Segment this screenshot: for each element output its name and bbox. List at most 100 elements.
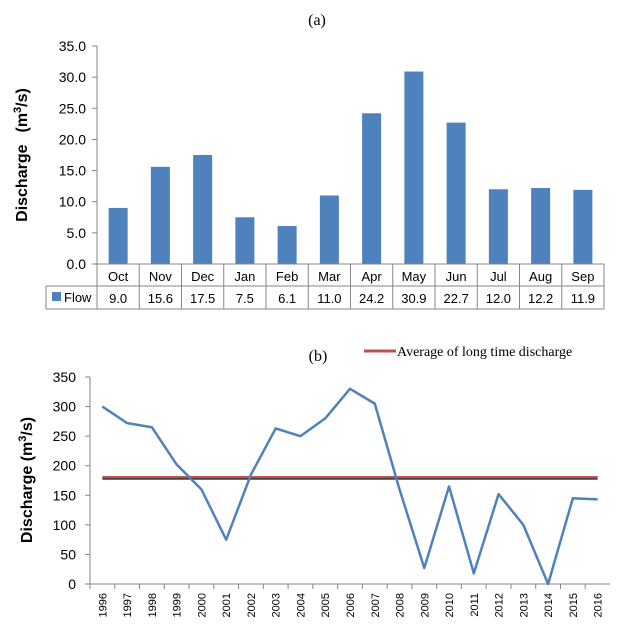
x-tick-label: 2014 [543,593,555,617]
y-axis-label-main: Discharge [14,144,31,221]
bar [404,71,424,264]
x-tick-label: 1998 [147,593,159,617]
x-tick-label: 2010 [444,593,456,617]
data-table-value: 9.0 [109,291,127,306]
data-table-value: 15.6 [148,291,173,306]
category-label: Dec [191,269,215,284]
x-tick-label: 2016 [593,593,605,617]
x-tick-label: 2005 [320,593,332,617]
x-tick-label: 2011 [469,593,481,617]
y-axis-label-tail: /s) [19,417,36,436]
y-tick-label: 5.0 [67,225,87,241]
category-label: Oct [108,269,129,284]
chart-b-y-ticks: 0 50 100 150 200 250 300 350 [53,369,90,592]
y-axis-label-tail: /s) [14,88,31,107]
x-tick-label: 2002 [246,593,258,617]
y-axis-label-superscript: 3 [17,436,29,442]
x-tick-label: 1997 [122,593,134,617]
x-tick-label: 2004 [295,593,307,617]
category-label: Nov [149,269,173,284]
y-tick-label: 0.0 [67,256,87,272]
x-tick-label: 2012 [494,593,506,617]
y-tick-label: 100 [53,517,77,533]
category-label: Apr [362,269,383,284]
y-tick-label: 30.0 [59,69,86,85]
y-tick-label: 50 [60,546,76,562]
category-label: Jun [446,269,467,284]
x-tick-label: 2007 [370,593,382,617]
y-tick-label: 150 [53,487,77,503]
x-tick-label: 2006 [345,593,357,617]
category-label: Aug [529,269,552,284]
chart-a-title: (a) [308,12,326,29]
chart-b-x-ticks: 1996 1997 1998 1999 2000 2001 2002 2003 2004 2005… [89,584,605,617]
data-table-value: 24.2 [359,291,384,306]
data-table-value: 30.9 [401,291,426,306]
y-tick-label: 15.0 [59,163,86,179]
chart-b-axes [89,377,610,585]
y-axis-label-unit: (m [14,113,31,133]
chart-a-y-ticks: 0.0 5.0 10.0 15.0 20.0 25.0 30.0 35.0 [59,38,97,272]
discharge-line [101,387,598,586]
data-table-value: 17.5 [190,291,215,306]
x-tick-label: 2013 [518,593,530,617]
category-label: Jan [234,269,255,284]
legend-swatch [52,292,61,301]
x-tick-label: 1999 [172,593,184,617]
yearly-discharge-chart: (b) Average of long time discharge Disch… [17,345,610,617]
x-tick-label: 2001 [221,593,233,617]
y-tick-label: 25.0 [59,100,86,116]
y-tick-label: 35.0 [59,38,86,54]
chart-b-title: (b) [309,348,328,365]
data-table-value: 11.0 [317,291,341,306]
x-tick-label: 2003 [271,593,283,617]
bar [193,155,213,264]
legend-label: Average of long time discharge [397,345,572,360]
chart-b-lines [101,387,598,586]
category-label: Feb [276,269,298,284]
y-axis-label: Discharge (m3/s) [12,88,31,222]
series-name: Flow [64,290,92,305]
y-tick-label: 20.0 [59,131,86,147]
chart-a-bars [108,71,593,265]
y-axis-label: Discharge (m3/s) [17,417,36,543]
data-table-value: 7.5 [236,291,254,306]
y-axis-label-superscript: 3 [12,107,24,113]
y-tick-label: 250 [53,428,77,444]
category-label: Sep [571,269,594,284]
chart-b-legend: Average of long time discharge [364,345,572,360]
bar [446,122,466,265]
data-table-value: 11.9 [571,291,595,306]
bar [488,189,508,264]
data-table-value: 22.7 [443,291,468,306]
bar [531,188,551,264]
chart-a-data-table: Oct Nov Dec Jan Feb Mar Apr May Jun Jul Aug Sep 9.0 1… [45,264,605,310]
x-tick-label: 1996 [97,593,109,617]
x-tick-label: 2000 [196,593,208,617]
monthly-flow-chart: (a) Discharge (m3/s) 0.0 5.0 10.0 15.0 20.0 25… [12,12,605,310]
bar [235,217,255,264]
y-tick-label: 300 [53,399,77,415]
x-tick-label: 2009 [419,593,431,617]
y-axis-label-main: Discharge (m [19,442,36,543]
bar [277,226,297,264]
y-tick-label: 10.0 [59,194,86,210]
bar [319,195,339,264]
bar [108,207,128,264]
data-table-value: 12.0 [486,291,511,306]
y-tick-label: 200 [53,458,77,474]
chart-a-y-axis-label: Discharge (m3/s) [12,88,31,222]
chart-b-y-axis-label: Discharge (m3/s) [17,417,36,543]
bar [362,113,382,264]
category-label: May [402,269,427,284]
x-tick-label: 2008 [395,593,407,617]
bar [573,189,593,264]
x-tick-label: 2015 [568,593,580,617]
data-table-value: 6.1 [278,291,296,306]
data-table-value: 12.2 [528,291,553,306]
bar [150,166,170,264]
y-tick-label: 350 [53,369,77,385]
category-label: Mar [318,269,341,284]
chart-a-axes [96,46,604,265]
